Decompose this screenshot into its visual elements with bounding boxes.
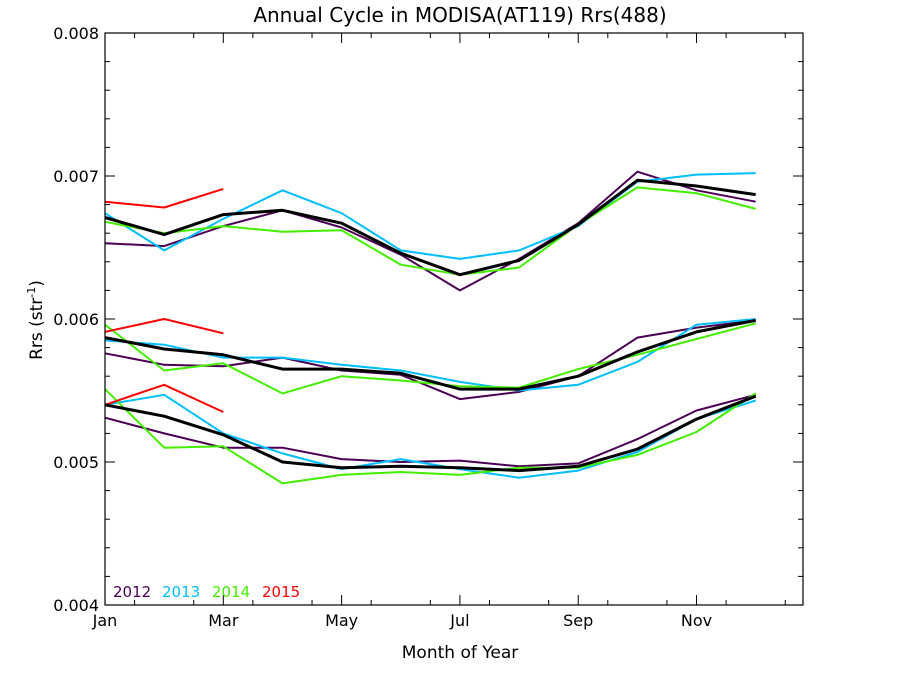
series-line-2014-group-3 — [104, 388, 757, 485]
series-line-2013-group-3 — [104, 393, 756, 479]
series-line-2014-group-2 — [104, 322, 756, 395]
y-tick-label: 0.007 — [53, 167, 99, 186]
y-tick-label: 0.005 — [53, 453, 99, 472]
series-line-2015-group-1 — [104, 187, 224, 209]
y-axis-label-superscript: -1 — [25, 287, 38, 298]
x-tick-label: May — [325, 611, 358, 630]
chart-title: Annual Cycle in MODISA(AT119) Rrs(488) — [253, 3, 666, 27]
series-line-mean-group-2 — [104, 318, 756, 391]
legend-item-2015: 2015 — [262, 583, 300, 601]
y-axis-label: Rrs (str-1) — [25, 280, 47, 360]
plot-frame — [104, 32, 804, 606]
legend-item-2014: 2014 — [212, 583, 250, 601]
x-tick-label: Sep — [563, 611, 593, 630]
y-tick-label: 0.008 — [53, 24, 99, 43]
plot-lines — [104, 170, 757, 485]
x-tick-label: Nov — [681, 611, 712, 630]
series-line-2013-group-2 — [104, 318, 756, 392]
series-line-mean-group-3 — [104, 394, 757, 473]
x-tick-label: Mar — [208, 611, 239, 630]
legend-item-2013: 2013 — [162, 583, 200, 601]
x-axis-label: Month of Year — [402, 643, 518, 663]
legend-item-2012: 2012 — [113, 583, 151, 601]
series-line-2014-group-1 — [104, 186, 756, 276]
y-tick-label: 0.004 — [53, 596, 99, 615]
series-line-mean-group-1 — [104, 178, 756, 277]
series-line-2015-group-2 — [104, 318, 224, 335]
y-tick-label: 0.006 — [53, 310, 99, 329]
axis-ticks: Jan Mar May Jul Sep Nov 0.004 0.005 0.006 0.007 0.… — [53, 24, 803, 630]
x-tick-label: Jul — [449, 611, 469, 630]
y-axis-label-close: ) — [27, 280, 47, 287]
x-tick-label: Jan — [92, 611, 118, 630]
y-axis-label-main: Rrs (str — [27, 298, 47, 360]
series-line-2012-group-1 — [104, 170, 756, 292]
series-line-2012-group-3 — [104, 393, 756, 468]
year-legend: 2012 2013 2014 2015 — [113, 583, 300, 601]
series-line-2013-group-1 — [104, 172, 756, 260]
series-line-2015-group-3 — [104, 383, 224, 413]
series-line-2012-group-2 — [104, 319, 756, 401]
